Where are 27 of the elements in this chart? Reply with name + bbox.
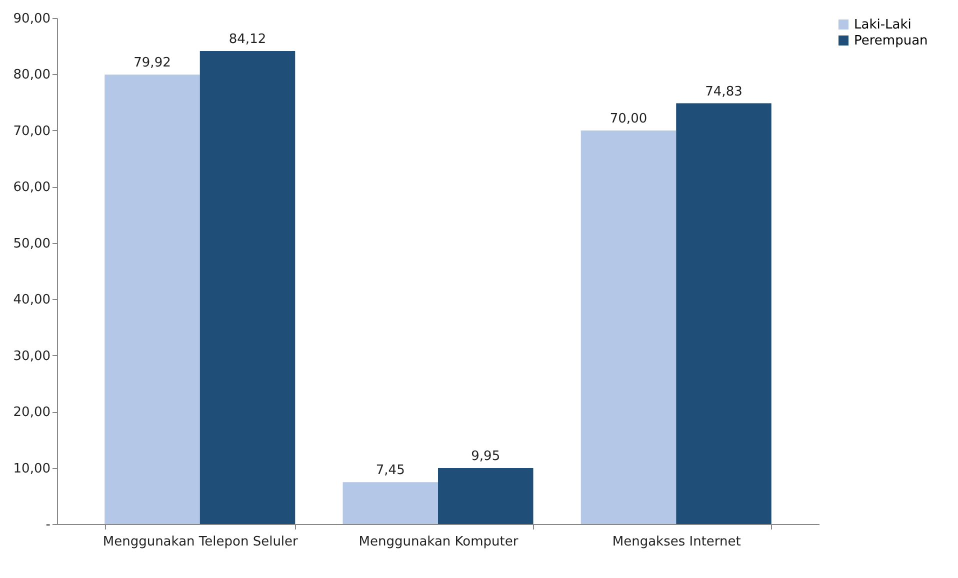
data-label: 9,95 <box>471 449 500 464</box>
data-label: 70,00 <box>610 111 648 126</box>
y-tick-label: 10,00 <box>13 461 50 476</box>
data-label: 74,83 <box>705 84 742 100</box>
y-tick-label: 70,00 <box>13 124 50 139</box>
y-tick-label: 30,00 <box>13 348 50 364</box>
x-tick-label: Menggunakan Telepon Seluler <box>102 534 299 550</box>
data-label: 7,45 <box>376 463 405 478</box>
legend-label: Perempuan <box>854 34 928 48</box>
legend-label: Laki-Laki <box>854 18 912 32</box>
bar <box>104 74 200 524</box>
y-tick-label: 60,00 <box>13 180 50 196</box>
y-tick-label: - <box>46 518 51 532</box>
y-tick-label: 80,00 <box>13 68 50 83</box>
data-label: 84,12 <box>228 32 266 48</box>
x-tick-label: Menggunakan Komputer <box>358 534 519 550</box>
y-tick-label: 50,00 <box>13 236 50 252</box>
bar <box>438 468 534 524</box>
y-tick-label: 90,00 <box>13 12 50 26</box>
bar <box>200 51 296 524</box>
bar <box>676 103 772 524</box>
y-tick-label: 20,00 <box>13 405 50 420</box>
x-tick-label: Mengakses Internet <box>612 534 741 550</box>
y-tick-label: 40,00 <box>13 292 50 308</box>
bar <box>580 130 676 524</box>
bar <box>342 482 438 524</box>
data-label: 79,92 <box>134 56 171 71</box>
